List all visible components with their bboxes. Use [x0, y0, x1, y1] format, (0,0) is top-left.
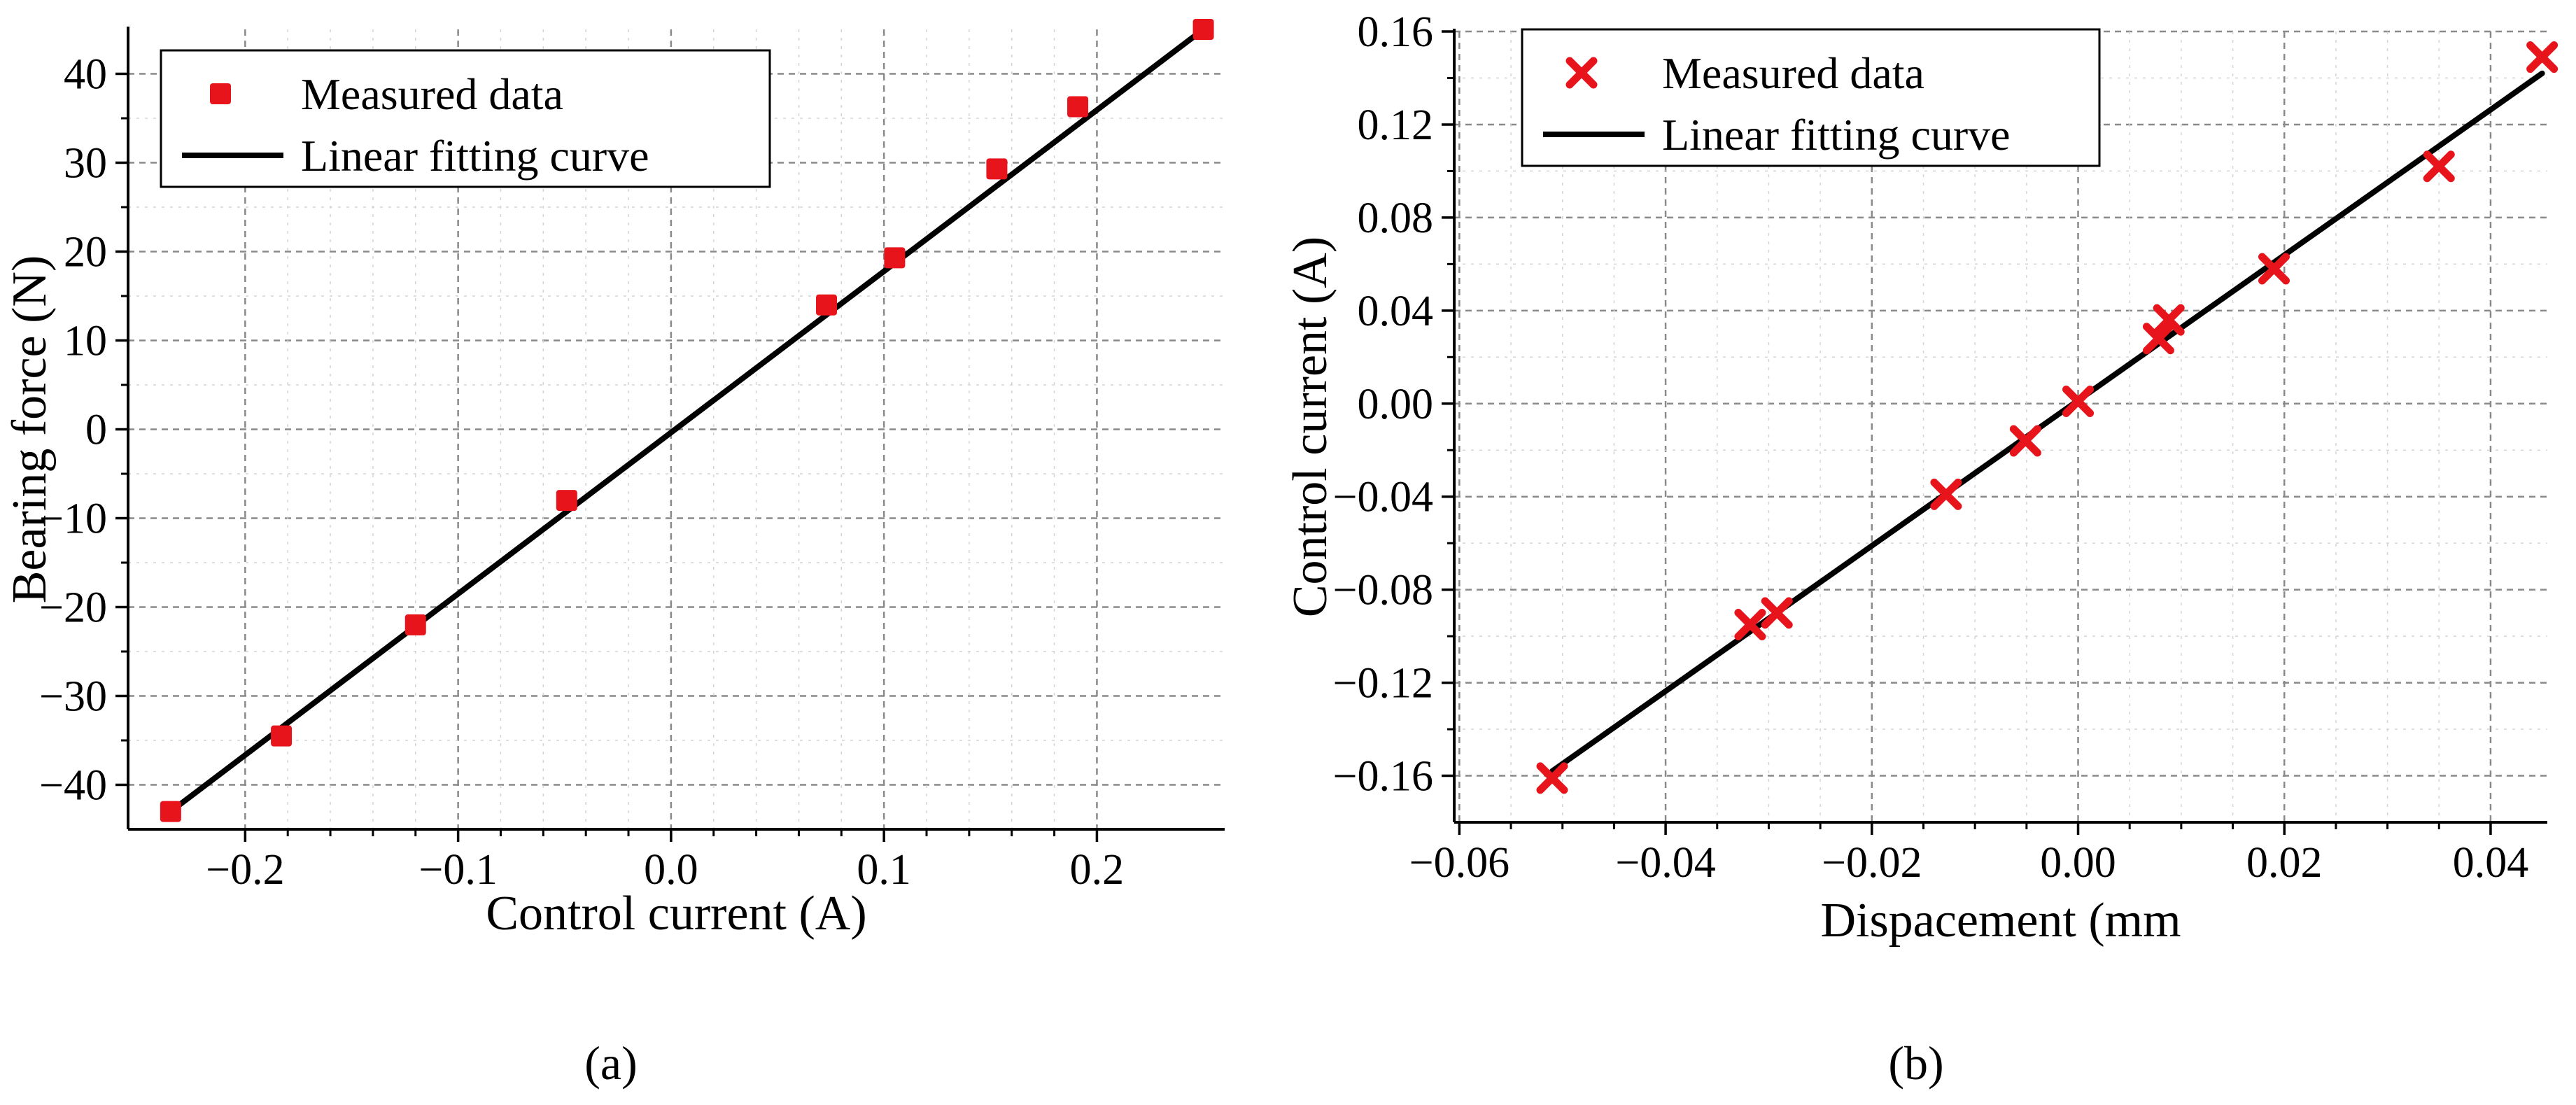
- data-point-b-8-stroke-2: [2258, 253, 2290, 285]
- y-tick-label-a-4: 0: [85, 407, 107, 454]
- data-point-b-8: [2258, 253, 2290, 285]
- data-point-a-6: [986, 158, 1008, 180]
- data-point-b-2: [1761, 597, 1793, 629]
- y-tick-label-a-7: 30: [64, 140, 107, 188]
- data-point-a-5: [884, 247, 906, 269]
- data-point-b-1-stroke-2: [1734, 609, 1766, 640]
- y-tick-label-b-8: 0.16: [1358, 8, 1434, 56]
- x-tick-label-a-2: 0.0: [644, 846, 698, 894]
- legend-box-b: [1521, 28, 2101, 167]
- data-point-b-6: [2142, 323, 2174, 355]
- x-tick-label-a-4: 0.2: [1070, 846, 1125, 894]
- legend-marker-a: [210, 83, 231, 104]
- data-point-b-10: [2526, 41, 2559, 73]
- x-tick-label-b-1: −0.04: [1615, 839, 1715, 887]
- data-point-a-3: [556, 490, 577, 512]
- data-point-b-9-stroke-2: [2423, 150, 2455, 183]
- caption-a: (a): [584, 1036, 637, 1090]
- legend-b: Measured data Linear fitting curve: [1521, 28, 2101, 167]
- x-tick-label-b-3: 0.00: [2040, 839, 2116, 887]
- data-point-b-10-stroke-2: [2526, 41, 2559, 73]
- data-point-b-3-stroke-2: [1930, 478, 1962, 510]
- data-point-b-5: [2062, 385, 2095, 417]
- x-tick-label-b-4: 0.02: [2246, 839, 2323, 887]
- legend-a: Measured data Linear fitting curve: [160, 49, 771, 188]
- legend-label-measured-b: Measured data: [1662, 48, 1924, 98]
- data-point-b-7-stroke-2: [2153, 304, 2185, 336]
- y-tick-label-b-0: −0.16: [1333, 753, 1433, 801]
- data-point-b-4: [2009, 425, 2041, 457]
- y-tick-label-b-5: 0.04: [1358, 288, 1434, 335]
- legend-box-a: [160, 49, 771, 188]
- data-point-b-7: [2153, 304, 2185, 336]
- panel-a: −0.2 −0.1 0.0 0.1 0.2 −40 −30 −20 −10 0 10 20 30 40 Co…: [3, 19, 1225, 941]
- y-tick-label-a-3: −10: [39, 495, 107, 543]
- x-tick-label-a-3: 0.1: [857, 846, 911, 894]
- legend-marker-b-stroke-2: [1565, 57, 1598, 89]
- data-point-a-0: [160, 801, 181, 822]
- y-tick-label-b-3: −0.04: [1333, 474, 1433, 521]
- caption-b: (b): [1888, 1036, 1943, 1090]
- legend-marker-b: [1565, 57, 1598, 89]
- y-tick-label-b-1: −0.12: [1333, 660, 1433, 708]
- x-axis-label-b: Dispacement (mm: [1820, 894, 2181, 948]
- x-tick-label-a-0: −0.2: [206, 846, 284, 894]
- x-tick-label-a-1: −0.1: [418, 846, 497, 894]
- data-point-a-1: [271, 725, 293, 747]
- y-tick-label-b-2: −0.08: [1333, 567, 1433, 614]
- y-axis-label-b: Control current (A): [1283, 237, 1337, 617]
- data-point-b-3: [1930, 478, 1962, 510]
- data-point-a-7: [1067, 96, 1089, 118]
- x-axis-label-a: Control current (A): [486, 887, 866, 941]
- x-tick-label-b-5: 0.04: [2453, 839, 2529, 887]
- y-tick-label-b-6: 0.08: [1358, 195, 1434, 242]
- data-point-b-9: [2423, 150, 2455, 183]
- data-point-b-0: [1536, 762, 1568, 794]
- legend-label-fit-b: Linear fitting curve: [1662, 110, 2011, 160]
- fit-line-b: [1549, 70, 2545, 774]
- y-tick-label-a-0: −40: [39, 762, 107, 810]
- legend-label-measured-a: Measured data: [301, 69, 563, 119]
- data-point-b-1: [1734, 609, 1766, 640]
- fit-line-a: [167, 27, 1206, 815]
- panel-b: −0.06 −0.04 −0.02 0.00 0.02 0.04 −0.16 −0.12 −0.…: [1283, 8, 2559, 948]
- data-point-b-2-stroke-2: [1761, 597, 1793, 629]
- y-axis-label-a: Bearing force (N): [3, 255, 57, 604]
- data-point-b-5-stroke-2: [2062, 385, 2095, 417]
- x-tick-label-b-0: −0.06: [1409, 839, 1509, 887]
- y-tick-label-a-2: −20: [39, 584, 107, 632]
- x-tick-label-b-2: −0.02: [1822, 839, 1922, 887]
- y-tick-label-b-4: 0.00: [1358, 381, 1434, 428]
- y-tick-label-a-6: 20: [64, 229, 107, 276]
- y-tick-label-a-1: −30: [39, 673, 107, 721]
- data-point-a-4: [816, 294, 838, 316]
- data-point-b-0-stroke-2: [1536, 762, 1568, 794]
- legend-label-fit-a: Linear fitting curve: [301, 131, 649, 181]
- data-point-b-6-stroke-2: [2142, 323, 2174, 355]
- y-tick-label-a-5: 10: [64, 318, 107, 365]
- data-point-a-2: [404, 614, 426, 635]
- y-tick-label-b-7: 0.12: [1358, 101, 1434, 149]
- data-point-b-4-stroke-2: [2009, 425, 2041, 457]
- data-point-a-8: [1192, 19, 1214, 40]
- y-tick-label-a-8: 40: [64, 51, 107, 99]
